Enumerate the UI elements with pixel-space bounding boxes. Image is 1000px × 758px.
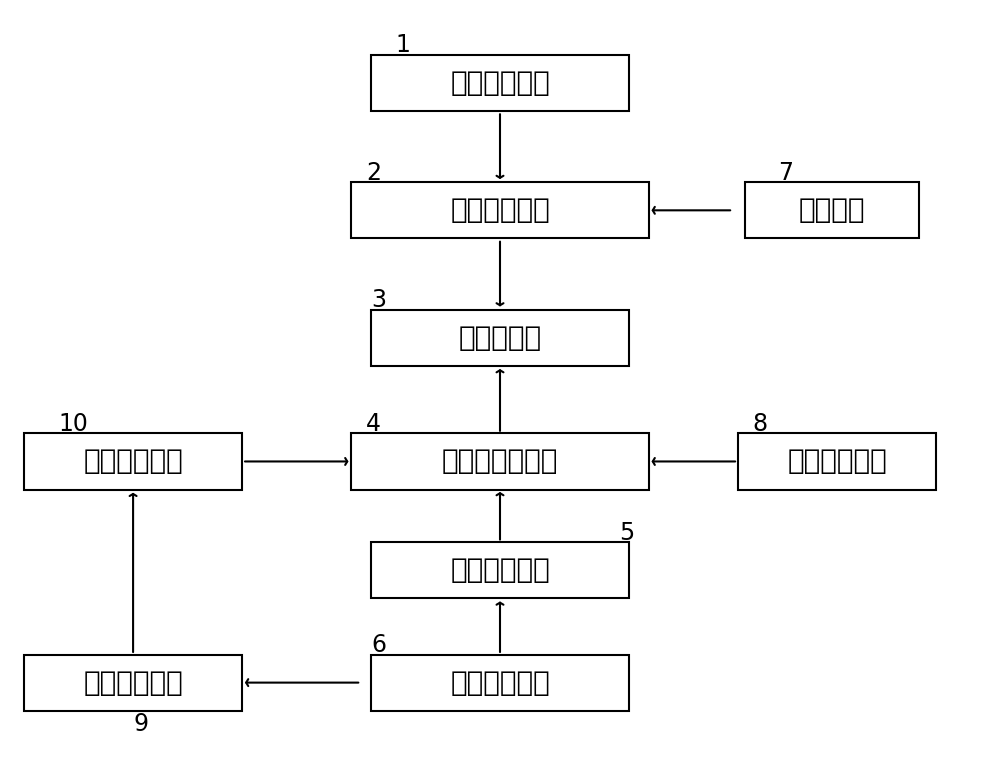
Bar <box>351 182 649 239</box>
Text: 距离探测模块: 距离探测模块 <box>787 447 887 475</box>
Text: 光照探测模块: 光照探测模块 <box>450 69 550 97</box>
Text: 车辆分析模块: 车辆分析模块 <box>83 669 183 697</box>
Bar <box>745 182 919 239</box>
Bar <box>371 542 629 598</box>
Text: 9: 9 <box>133 712 148 736</box>
Text: 车速分析模块: 车速分析模块 <box>83 447 183 475</box>
Text: 3: 3 <box>371 288 386 312</box>
Text: 7: 7 <box>778 161 793 185</box>
Bar <box>371 55 629 111</box>
Text: 图像采集模块: 图像采集模块 <box>450 669 550 697</box>
Text: 图像识别模块: 图像识别模块 <box>450 556 550 584</box>
Text: 1: 1 <box>396 33 411 58</box>
Bar <box>371 310 629 366</box>
Text: 6: 6 <box>371 633 386 657</box>
Bar <box>738 434 936 490</box>
Bar <box>24 434 242 490</box>
Text: 授时模块: 授时模块 <box>799 196 865 224</box>
Text: 8: 8 <box>753 412 768 436</box>
Bar <box>351 434 649 490</box>
Text: 10: 10 <box>59 412 89 436</box>
Text: 2: 2 <box>366 161 381 185</box>
Text: 灯光开关模块: 灯光开关模块 <box>450 196 550 224</box>
Text: 车辆前大灯: 车辆前大灯 <box>458 324 542 352</box>
Text: 5: 5 <box>619 521 634 545</box>
Bar <box>371 654 629 711</box>
Text: 4: 4 <box>366 412 381 436</box>
Text: 远近光切换模块: 远近光切换模块 <box>442 447 558 475</box>
Bar <box>24 654 242 711</box>
